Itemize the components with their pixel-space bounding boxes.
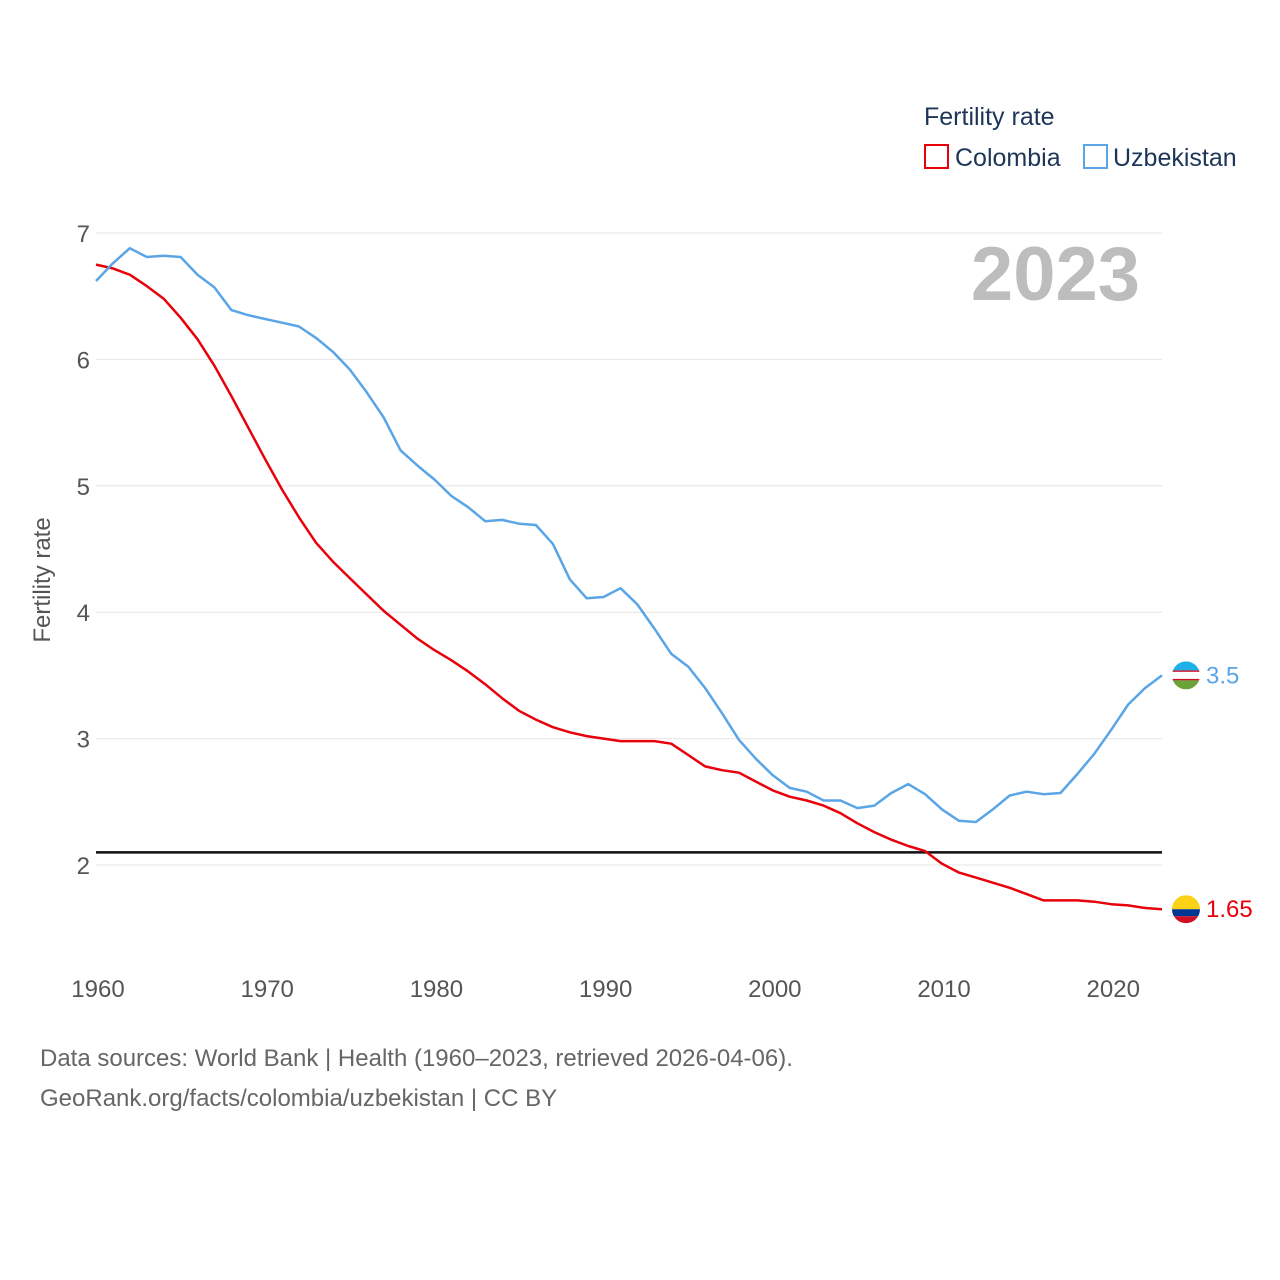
legend-title: Fertility rate [924,103,1055,131]
legend-swatch-colombia [924,144,949,169]
legend-swatch-uzbekistan [1083,144,1108,169]
y-axis-title: Fertility rate [29,517,56,642]
uzbekistan-end-value: 3.5 [1206,662,1239,689]
y-tick-label: 4 [77,600,90,627]
y-tick-label: 3 [77,727,90,754]
legend-item-colombia[interactable]: Colombia [924,144,1061,172]
legend-label-uzbekistan: Uzbekistan [1113,144,1237,172]
y-axis-ticks: 2 3 4 5 6 7 [77,221,90,880]
y-tick-label: 7 [77,221,90,248]
y-tick-label: 2 [77,853,90,880]
series-line-colombia[interactable] [95,263,1163,911]
colombia-end-value: 1.65 [1206,896,1253,923]
end-marker-uzbekistan: 3.5 [1172,661,1239,690]
x-tick-label: 2020 [1087,976,1140,1003]
gridlines [96,232,1162,866]
end-marker-colombia: 1.65 [1172,895,1253,924]
y-tick-label: 6 [77,347,90,374]
uzbekistan-flag-icon [1172,661,1200,690]
x-tick-label: 1980 [410,976,463,1003]
series-lines [95,246,1163,911]
x-axis-ticks: 1960 1970 1980 1990 2000 2010 2020 [71,976,1140,1003]
x-tick-label: 2000 [748,976,801,1003]
legend-item-uzbekistan[interactable]: Uzbekistan [1083,144,1237,172]
legend: Fertility rate Colombia Uzbekistan [924,103,1237,172]
x-tick-label: 1990 [579,976,632,1003]
current-year-label: 2023 [971,232,1140,317]
x-tick-label: 1970 [241,976,294,1003]
series-line-uzbekistan[interactable] [95,246,1163,824]
y-tick-label: 5 [77,474,90,501]
footer-attribution[interactable]: GeoRank.org/facts/colombia/uzbekistan | … [40,1085,558,1112]
colombia-flag-icon [1172,895,1200,924]
x-tick-label: 2010 [917,976,970,1003]
legend-label-colombia: Colombia [955,144,1061,172]
x-tick-label: 1960 [71,976,124,1003]
footer-sources: Data sources: World Bank | Health (1960–… [40,1045,793,1072]
